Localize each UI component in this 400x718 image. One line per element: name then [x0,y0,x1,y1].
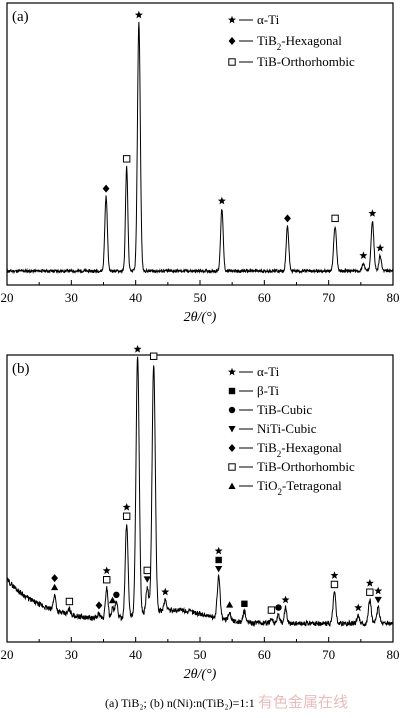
peak-marker-star [368,209,377,217]
figure-caption: (a) TiB₂; (b) n(Ni):n(TiB₂)=1:1 [105,696,255,710]
peak-marker-open-square [149,352,158,360]
peak-marker-star [217,196,226,205]
peak-marker-filled-square [241,600,248,608]
legend-label: NiTi-Cubic [257,421,317,436]
legend-label: TiB2-Hexagonal [257,440,342,459]
peak-marker-open-square [65,597,74,606]
peak-marker-star [359,251,368,259]
peak-marker-triangle-down [143,576,151,583]
legend-label: TiB-Orthorhombic [257,54,355,69]
peak-marker-open-square [122,155,131,163]
peak-marker-star [214,546,223,555]
x-axis-label: 2θ/(°) [184,310,217,325]
diffraction-trace [6,356,394,627]
legend-label: TiB-Orthorhombic [257,459,355,474]
legend-marker-diamond [228,444,236,452]
peak-marker-filled-square [215,556,222,564]
x-tick-label: 60 [258,647,271,662]
peak-marker-star [354,603,363,612]
peak-marker-star [133,345,142,353]
peak-marker-open-square [366,588,374,596]
legend-label: β-Ti [257,383,279,398]
panel-label: (a) [12,9,29,25]
peak-marker-triangle-up [225,601,234,608]
watermark: 有色金属在线 [258,693,348,711]
x-axis-label: 2θ/(°) [184,667,217,682]
peak-marker-open-square [103,576,111,584]
legend-marker-filled-triangle-up [228,482,236,489]
peak-marker-open-square [331,214,339,223]
legend-label: α-Ti [257,12,280,27]
x-tick-label: 70 [322,290,335,305]
x-tick-label: 70 [322,647,335,662]
x-tick-label: 60 [258,290,271,305]
legend-marker-star [228,367,236,376]
legend-marker-filled-circle [228,406,236,414]
peak-marker-star [376,243,385,252]
peak-marker-open-square [267,606,276,614]
peak-marker-circle [113,591,120,599]
peak-marker-circle [275,604,282,611]
peak-marker-star [374,586,383,595]
peak-marker-star [281,595,290,604]
legend-marker-open-square [228,58,236,66]
legend-label: α-Ti [257,364,280,379]
x-tick-label: 20 [1,290,14,305]
peak-marker-triangle-down [215,565,223,573]
peak-marker-open-square [330,580,339,589]
peak-marker-star [122,503,131,511]
peak-marker-diamond [284,214,291,223]
chart-panel-b: 20 30 40 50 60 70 80 2θ/(°) (b) α-Ti β-Ti TiB-Cubic… [1,345,400,682]
x-tick-label: 50 [194,647,207,662]
peak-marker-triangle-down [374,596,382,604]
peak-marker-star [365,579,374,587]
legend-marker-star [228,15,236,24]
x-tick-label: 40 [129,647,142,662]
legend-label: TiB2-Hexagonal [257,33,342,52]
peak-marker-triangle-up [108,596,117,604]
chart-panel-a: 20 30 40 50 60 70 80 2θ/(°) (a) α-Ti TiB2-Hexagona… [1,2,400,325]
x-tick-label: 80 [387,290,400,305]
peak-marker-star [102,566,111,575]
x-tick-label: 20 [1,647,14,662]
legend-label: TiB-Cubic [257,402,312,417]
x-tick-label: 40 [129,290,142,305]
legend-marker-diamond [228,37,236,45]
panel-label: (b) [12,361,30,377]
legend-label: TiO2-Tetragonal [257,478,342,497]
legend-marker-open-square [228,463,236,471]
legend-marker-filled-triangle-down [228,426,236,433]
peak-marker-diamond [51,574,59,583]
peak-marker-star [134,10,143,19]
x-tick-label: 30 [65,647,78,662]
peak-marker-open-square [143,566,151,575]
legend-marker-filled-square [228,387,236,395]
x-tick-label: 80 [387,647,400,662]
peak-marker-diamond [102,184,110,193]
x-tick-label: 50 [194,290,207,305]
peak-marker-triangle-up [51,583,59,591]
peak-marker-star [330,571,339,579]
peak-marker-star [161,587,170,596]
x-tick-label: 30 [65,290,78,305]
peak-marker-open-square [122,512,131,520]
peak-marker-diamond [95,601,103,610]
diffraction-trace [6,21,394,275]
